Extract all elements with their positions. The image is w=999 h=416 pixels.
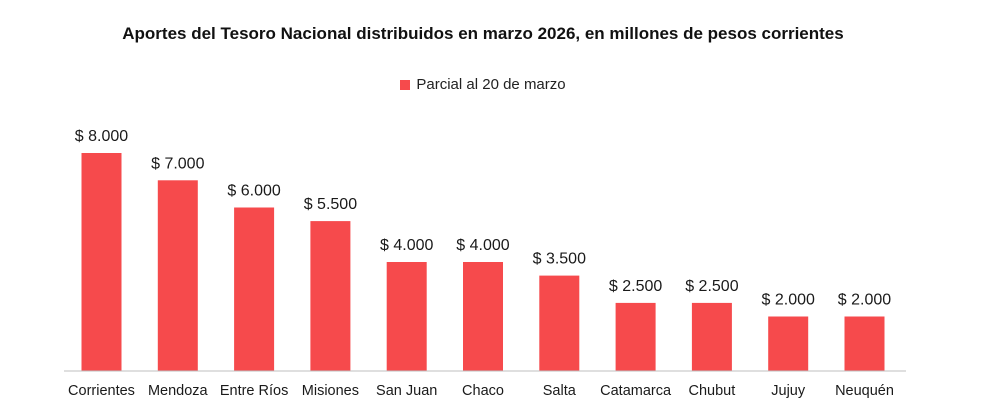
- category-label-salta: Salta: [543, 383, 577, 399]
- category-label-entre-rios: Entre Ríos: [220, 383, 289, 399]
- category-label-san-juan: San Juan: [376, 383, 437, 399]
- data-label-corrientes: $ 8.000: [75, 128, 128, 145]
- data-label-salta: $ 3.500: [533, 251, 586, 268]
- bar-salta: [539, 275, 580, 371]
- category-label-corrientes: Corrientes: [68, 383, 135, 399]
- category-label-chaco: Chaco: [462, 383, 504, 399]
- bar-mendoza: [157, 180, 198, 372]
- category-label-neuquen: Neuquén: [835, 383, 894, 399]
- data-label-san-juan: $ 4.000: [380, 237, 433, 254]
- bar-misiones: [310, 221, 351, 371]
- bar-neuquen: [844, 316, 885, 371]
- legend: Parcial al 20 de marzo: [0, 76, 966, 93]
- category-label-misiones: Misiones: [302, 383, 359, 399]
- data-label-entre-rios: $ 6.000: [227, 183, 280, 200]
- legend-label: Parcial al 20 de marzo: [416, 76, 566, 93]
- bar-entre-rios: [234, 207, 275, 371]
- bar-san-juan: [386, 262, 427, 371]
- bar-chaco: [463, 262, 503, 371]
- data-label-jujuy: $ 2.000: [762, 292, 815, 309]
- category-label-catamarca: Catamarca: [600, 383, 672, 399]
- bars-layer: $ 8.000 Corrientes $ 7.000 Mendoza $ 6.000 En…: [68, 128, 894, 399]
- data-label-misiones: $ 5.500: [304, 196, 357, 213]
- bar-catamarca: [615, 302, 656, 371]
- data-label-catamarca: $ 2.500: [609, 278, 662, 295]
- data-label-neuquen: $ 2.000: [838, 292, 891, 309]
- bar-chubut: [691, 302, 732, 371]
- bar-jujuy: [768, 316, 809, 371]
- legend-swatch: [400, 79, 411, 90]
- data-label-chubut: $ 2.500: [685, 278, 738, 295]
- category-label-jujuy: Jujuy: [771, 383, 806, 399]
- category-label-chubut: Chubut: [689, 383, 736, 399]
- bar-corrientes: [81, 153, 122, 371]
- data-label-chaco: $ 4.000: [456, 237, 509, 254]
- data-label-mendoza: $ 7.000: [151, 155, 204, 172]
- chart-title: Aportes del Tesoro Nacional distribuidos…: [122, 24, 844, 43]
- category-label-mendoza: Mendoza: [148, 383, 209, 399]
